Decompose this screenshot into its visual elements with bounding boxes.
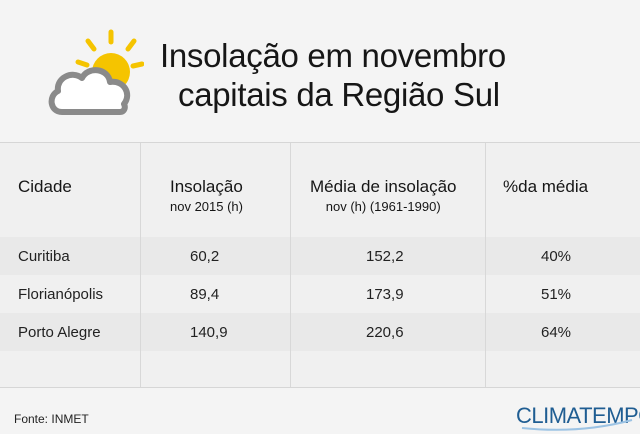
insolation-table: Cidade Insolação nov 2015 (h) Média de i… <box>0 142 640 388</box>
cell-percent: 64% <box>541 324 572 341</box>
cell-insolation: 60,2 <box>190 248 220 265</box>
cell-percent: 51% <box>541 286 572 303</box>
cell-insolation: 89,4 <box>190 286 220 303</box>
header-percent: %da média <box>503 177 589 196</box>
table-row <box>0 313 640 351</box>
cell-average: 152,2 <box>366 248 404 265</box>
cell-city: Florianópolis <box>18 286 104 303</box>
cell-percent: 40% <box>541 248 572 265</box>
column-divider <box>140 143 141 387</box>
header-city: Cidade <box>18 177 72 196</box>
title-line-2: capitais da Região Sul <box>178 76 500 113</box>
cell-city: Porto Alegre <box>18 324 101 341</box>
header-average-label: Média de insolação <box>310 177 457 196</box>
header-insolation-sub: nov 2015 (h) <box>170 199 243 214</box>
column-divider <box>290 143 291 387</box>
column-divider <box>485 143 486 387</box>
cell-city: Curitiba <box>18 248 70 265</box>
page-title: Insolação em novembro capitais da Região… <box>160 36 630 114</box>
header: Insolação em novembro capitais da Região… <box>0 0 640 142</box>
table-row <box>0 237 640 275</box>
cell-insolation: 140,9 <box>190 324 228 341</box>
header-average-sub: nov (h) (1961-1990) <box>325 199 441 214</box>
cell-average: 220,6 <box>366 324 404 341</box>
cell-average: 173,9 <box>366 286 404 303</box>
header-insolation-label: Insolação <box>170 177 243 196</box>
header-insolation: Insolação nov 2015 (h) <box>170 177 243 214</box>
header-average: Média de insolação nov (h) (1961-1990) <box>310 177 456 214</box>
partly-cloudy-icon <box>48 29 144 115</box>
source-note: Fonte: INMET <box>14 412 89 426</box>
brand-swoosh-icon <box>521 419 633 431</box>
title-line-1: Insolação em novembro <box>160 37 506 74</box>
table-row <box>0 275 640 313</box>
